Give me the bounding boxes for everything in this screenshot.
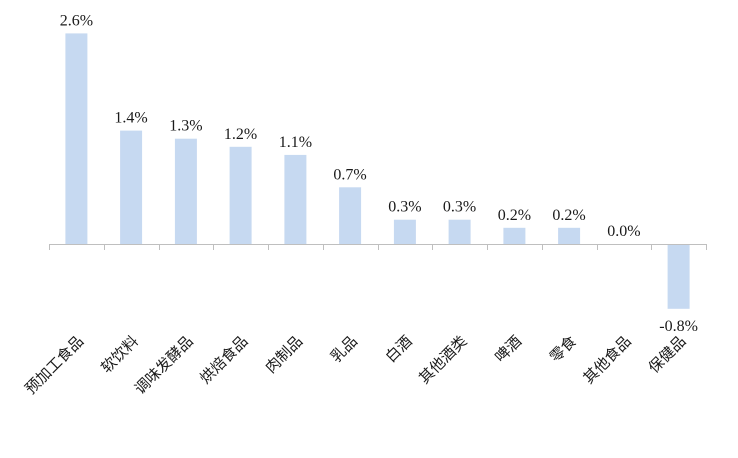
category-label: 保健品 <box>645 332 690 377</box>
bar <box>174 138 197 244</box>
data-label: 0.2% <box>552 207 585 224</box>
category-label: 啤酒 <box>491 332 525 366</box>
category-label: 白酒 <box>382 332 416 366</box>
bars-group <box>65 33 690 309</box>
category-label: 调味发酵品 <box>131 332 197 398</box>
x-axis <box>49 244 707 250</box>
category-label: 其他食品 <box>580 332 635 387</box>
data-label: 1.4% <box>114 110 147 127</box>
category-label: 软饮料 <box>97 332 142 377</box>
bar <box>503 227 526 244</box>
bar <box>393 219 416 244</box>
bar <box>339 187 362 244</box>
data-label: 1.1% <box>279 134 312 151</box>
data-label: 0.0% <box>607 223 640 240</box>
bar <box>667 244 690 309</box>
data-label: 2.6% <box>60 12 93 29</box>
bar <box>558 227 581 244</box>
bar <box>229 146 252 244</box>
category-label: 烘焙食品 <box>196 332 251 387</box>
bar <box>448 219 471 244</box>
data-label: 1.3% <box>169 118 202 135</box>
data-label: 0.3% <box>443 199 476 216</box>
category-label: 预加工食品 <box>21 332 87 398</box>
category-label: 肉制品 <box>262 332 307 377</box>
category-label: 其他酒类 <box>415 332 470 387</box>
data-label: -0.8% <box>659 318 698 335</box>
bar <box>120 130 143 244</box>
category-label: 零食 <box>546 332 580 366</box>
data-label: 0.7% <box>333 166 366 183</box>
category-label: 乳品 <box>327 332 361 366</box>
data-label: 0.2% <box>498 207 531 224</box>
data-label: 0.3% <box>388 199 421 216</box>
bar <box>65 33 88 245</box>
data-label: 1.2% <box>224 126 257 143</box>
data-labels-group: 2.6% 1.4% 1.3% 1.2% 1.1% 0.7% 0.3% 0.3% 0.2% 0.2%… <box>60 12 698 334</box>
bar <box>284 154 307 244</box>
